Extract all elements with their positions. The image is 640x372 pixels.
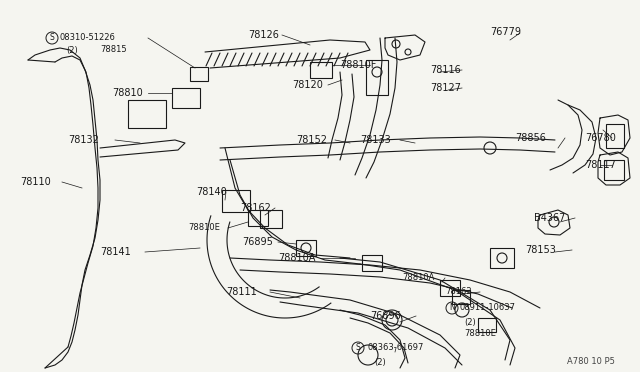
Text: A780 10 P5: A780 10 P5: [567, 357, 615, 366]
Text: 78810A: 78810A: [402, 273, 435, 282]
Text: 08911-10637: 08911-10637: [460, 304, 516, 312]
Bar: [248, 210, 268, 226]
Bar: [190, 67, 208, 81]
Text: 78110: 78110: [20, 177, 51, 187]
Text: 78815: 78815: [100, 45, 127, 55]
Text: 78127: 78127: [430, 83, 461, 93]
Text: 78141: 78141: [100, 247, 131, 257]
Bar: [128, 100, 166, 128]
Text: (2): (2): [464, 317, 476, 327]
Text: 78132: 78132: [68, 135, 99, 145]
Text: (2): (2): [66, 45, 77, 55]
Bar: [172, 88, 200, 108]
Text: S: S: [50, 33, 54, 42]
Text: 78116: 78116: [430, 65, 461, 75]
Text: 78856: 78856: [515, 133, 546, 143]
Bar: [222, 190, 250, 212]
Text: 76895: 76895: [242, 237, 273, 247]
Bar: [260, 210, 282, 228]
Text: 78120: 78120: [292, 80, 323, 90]
Text: S: S: [356, 343, 360, 353]
Text: 78162: 78162: [445, 288, 472, 296]
Bar: [296, 240, 316, 256]
Text: 08310-51226: 08310-51226: [60, 33, 116, 42]
Text: 78117: 78117: [585, 160, 616, 170]
Bar: [490, 248, 514, 268]
Text: 78810E: 78810E: [188, 224, 220, 232]
Text: 78162: 78162: [240, 203, 271, 213]
Text: 78152: 78152: [296, 135, 327, 145]
Bar: [452, 290, 470, 304]
Text: 78126: 78126: [248, 30, 279, 40]
Bar: [478, 318, 496, 332]
Text: 08363-61697: 08363-61697: [368, 343, 424, 353]
Text: 78140: 78140: [196, 187, 227, 197]
Text: 78810F: 78810F: [340, 60, 376, 70]
Bar: [366, 60, 388, 95]
Bar: [310, 62, 332, 78]
Bar: [604, 160, 624, 180]
Text: 76779: 76779: [490, 27, 521, 37]
Text: (2): (2): [374, 357, 386, 366]
Text: 76896: 76896: [370, 311, 401, 321]
Text: B4367: B4367: [534, 213, 565, 223]
Text: 78111: 78111: [226, 287, 257, 297]
Bar: [362, 255, 382, 271]
Text: 78810A: 78810A: [278, 253, 316, 263]
Text: 78810E: 78810E: [464, 330, 496, 339]
Bar: [606, 124, 624, 148]
Text: 78810: 78810: [112, 88, 143, 98]
Bar: [440, 280, 460, 296]
Text: 78153: 78153: [525, 245, 556, 255]
Text: 76780: 76780: [585, 133, 616, 143]
Text: 78133: 78133: [360, 135, 391, 145]
Text: N: N: [449, 304, 455, 312]
